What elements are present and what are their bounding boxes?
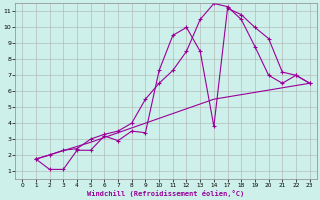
X-axis label: Windchill (Refroidissement éolien,°C): Windchill (Refroidissement éolien,°C) [87,190,244,197]
